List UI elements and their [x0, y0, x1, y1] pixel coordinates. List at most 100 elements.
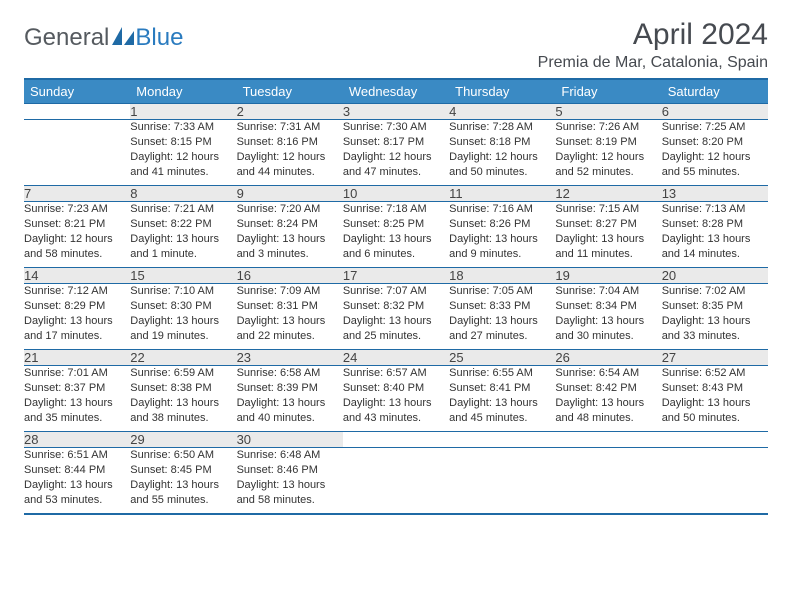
sunrise-text: Sunrise: 6:59 AM	[130, 366, 236, 381]
sunrise-text: Sunrise: 7:20 AM	[237, 202, 343, 217]
day-number-cell: 4	[449, 104, 555, 120]
sunrise-text: Sunrise: 7:05 AM	[449, 284, 555, 299]
day-number-cell: 6	[662, 104, 768, 120]
sunset-text: Sunset: 8:21 PM	[24, 217, 130, 232]
day-info-cell: Sunrise: 7:09 AMSunset: 8:31 PMDaylight:…	[237, 284, 343, 350]
day-info-cell: Sunrise: 6:50 AMSunset: 8:45 PMDaylight:…	[130, 448, 236, 514]
daylight-text-2: and 33 minutes.	[662, 329, 768, 344]
sunrise-text: Sunrise: 6:54 AM	[555, 366, 661, 381]
weekday-header: Thursday	[449, 79, 555, 104]
sunrise-text: Sunrise: 7:01 AM	[24, 366, 130, 381]
day-number-row: 21222324252627	[24, 350, 768, 366]
sunset-text: Sunset: 8:40 PM	[343, 381, 449, 396]
day-number-cell: 25	[449, 350, 555, 366]
day-info-cell	[343, 448, 449, 514]
sunrise-text: Sunrise: 6:57 AM	[343, 366, 449, 381]
day-info-cell: Sunrise: 6:57 AMSunset: 8:40 PMDaylight:…	[343, 366, 449, 432]
daylight-text-2: and 1 minute.	[130, 247, 236, 262]
sunrise-text: Sunrise: 7:09 AM	[237, 284, 343, 299]
sunrise-text: Sunrise: 7:07 AM	[343, 284, 449, 299]
day-info-cell: Sunrise: 7:31 AMSunset: 8:16 PMDaylight:…	[237, 120, 343, 186]
sunrise-text: Sunrise: 7:10 AM	[130, 284, 236, 299]
day-number-cell: 30	[237, 432, 343, 448]
day-info-cell: Sunrise: 7:05 AMSunset: 8:33 PMDaylight:…	[449, 284, 555, 350]
daylight-text-1: Daylight: 13 hours	[130, 314, 236, 329]
sunset-text: Sunset: 8:24 PM	[237, 217, 343, 232]
sunrise-text: Sunrise: 7:26 AM	[555, 120, 661, 135]
brand-part2: Blue	[135, 24, 183, 52]
day-info-cell: Sunrise: 7:26 AMSunset: 8:19 PMDaylight:…	[555, 120, 661, 186]
daylight-text-1: Daylight: 13 hours	[662, 396, 768, 411]
day-number-row: 78910111213	[24, 186, 768, 202]
day-number-cell	[662, 432, 768, 448]
day-number-cell: 5	[555, 104, 661, 120]
daylight-text-1: Daylight: 12 hours	[24, 232, 130, 247]
day-info-cell: Sunrise: 7:28 AMSunset: 8:18 PMDaylight:…	[449, 120, 555, 186]
day-info-cell: Sunrise: 7:01 AMSunset: 8:37 PMDaylight:…	[24, 366, 130, 432]
daylight-text-1: Daylight: 13 hours	[130, 396, 236, 411]
day-number-cell: 29	[130, 432, 236, 448]
sunrise-text: Sunrise: 7:25 AM	[662, 120, 768, 135]
sunset-text: Sunset: 8:27 PM	[555, 217, 661, 232]
day-number-cell: 11	[449, 186, 555, 202]
brand-part1: General	[24, 24, 109, 52]
daylight-text-1: Daylight: 13 hours	[343, 314, 449, 329]
sunrise-text: Sunrise: 6:58 AM	[237, 366, 343, 381]
sunset-text: Sunset: 8:39 PM	[237, 381, 343, 396]
weekday-header: Sunday	[24, 79, 130, 104]
weekday-header-row: Sunday Monday Tuesday Wednesday Thursday…	[24, 79, 768, 104]
sunrise-text: Sunrise: 7:15 AM	[555, 202, 661, 217]
sunset-text: Sunset: 8:38 PM	[130, 381, 236, 396]
sunrise-text: Sunrise: 6:55 AM	[449, 366, 555, 381]
month-title: April 2024	[538, 18, 768, 52]
sunset-text: Sunset: 8:35 PM	[662, 299, 768, 314]
daylight-text-2: and 53 minutes.	[24, 493, 130, 508]
sunrise-text: Sunrise: 7:12 AM	[24, 284, 130, 299]
day-number-cell	[555, 432, 661, 448]
sunset-text: Sunset: 8:30 PM	[130, 299, 236, 314]
daylight-text-2: and 58 minutes.	[237, 493, 343, 508]
day-info-cell: Sunrise: 6:48 AMSunset: 8:46 PMDaylight:…	[237, 448, 343, 514]
daylight-text-1: Daylight: 12 hours	[130, 150, 236, 165]
day-info-cell: Sunrise: 6:51 AMSunset: 8:44 PMDaylight:…	[24, 448, 130, 514]
daylight-text-2: and 55 minutes.	[662, 165, 768, 180]
day-number-cell: 20	[662, 268, 768, 284]
daylight-text-1: Daylight: 13 hours	[449, 396, 555, 411]
daylight-text-2: and 9 minutes.	[449, 247, 555, 262]
day-number-cell: 27	[662, 350, 768, 366]
day-number-cell: 2	[237, 104, 343, 120]
daylight-text-2: and 38 minutes.	[130, 411, 236, 426]
sunset-text: Sunset: 8:45 PM	[130, 463, 236, 478]
sunrise-text: Sunrise: 7:23 AM	[24, 202, 130, 217]
day-info-cell: Sunrise: 7:25 AMSunset: 8:20 PMDaylight:…	[662, 120, 768, 186]
sunrise-text: Sunrise: 7:31 AM	[237, 120, 343, 135]
daylight-text-1: Daylight: 13 hours	[449, 232, 555, 247]
sunrise-text: Sunrise: 7:13 AM	[662, 202, 768, 217]
day-info-row: Sunrise: 7:33 AMSunset: 8:15 PMDaylight:…	[24, 120, 768, 186]
daylight-text-2: and 30 minutes.	[555, 329, 661, 344]
day-number-cell: 24	[343, 350, 449, 366]
day-info-cell: Sunrise: 7:20 AMSunset: 8:24 PMDaylight:…	[237, 202, 343, 268]
day-info-cell	[662, 448, 768, 514]
daylight-text-1: Daylight: 13 hours	[24, 314, 130, 329]
daylight-text-2: and 14 minutes.	[662, 247, 768, 262]
daylight-text-2: and 19 minutes.	[130, 329, 236, 344]
day-info-cell: Sunrise: 7:30 AMSunset: 8:17 PMDaylight:…	[343, 120, 449, 186]
sunset-text: Sunset: 8:31 PM	[237, 299, 343, 314]
day-info-cell	[449, 448, 555, 514]
day-number-cell: 21	[24, 350, 130, 366]
daylight-text-2: and 27 minutes.	[449, 329, 555, 344]
calendar-page: General Blue April 2024 Premia de Mar, C…	[0, 0, 792, 533]
day-info-cell	[555, 448, 661, 514]
sunset-text: Sunset: 8:41 PM	[449, 381, 555, 396]
daylight-text-2: and 40 minutes.	[237, 411, 343, 426]
daylight-text-2: and 58 minutes.	[24, 247, 130, 262]
day-info-cell: Sunrise: 6:52 AMSunset: 8:43 PMDaylight:…	[662, 366, 768, 432]
day-info-row: Sunrise: 6:51 AMSunset: 8:44 PMDaylight:…	[24, 448, 768, 514]
daylight-text-1: Daylight: 13 hours	[662, 314, 768, 329]
daylight-text-1: Daylight: 13 hours	[24, 478, 130, 493]
daylight-text-1: Daylight: 13 hours	[555, 314, 661, 329]
day-info-cell: Sunrise: 7:18 AMSunset: 8:25 PMDaylight:…	[343, 202, 449, 268]
calendar-body: 123456Sunrise: 7:33 AMSunset: 8:15 PMDay…	[24, 104, 768, 514]
day-number-cell: 10	[343, 186, 449, 202]
